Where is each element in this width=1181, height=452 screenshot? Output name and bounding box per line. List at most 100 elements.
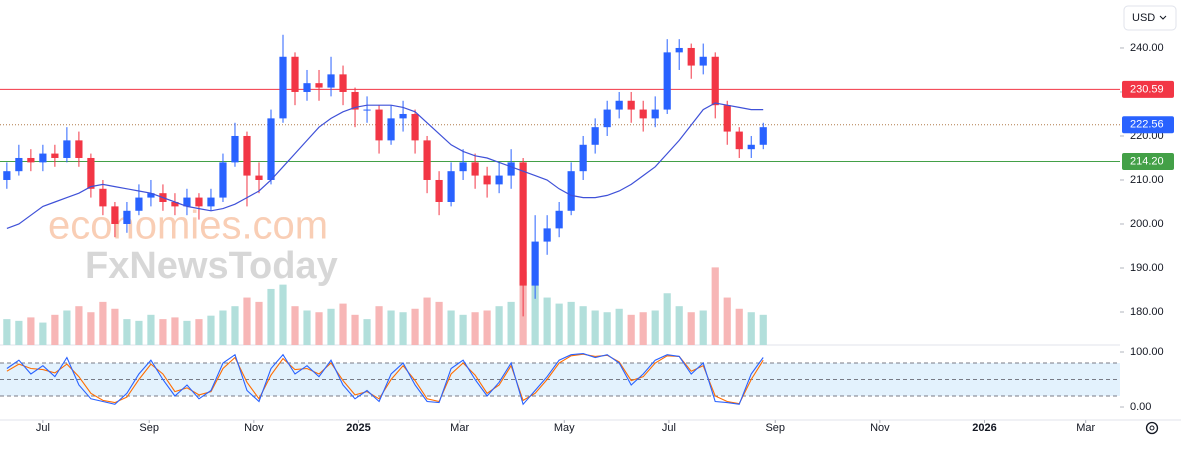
- volume-bar: [747, 312, 755, 345]
- y-tick-label: 100.00: [1130, 346, 1164, 358]
- candle-body: [687, 47, 695, 66]
- volume-bar: [435, 301, 443, 345]
- candle-body: [663, 52, 671, 110]
- volume-bar: [699, 310, 707, 345]
- x-tick-label: 2025: [346, 422, 370, 434]
- settings-icon[interactable]: [1145, 421, 1159, 435]
- candle-body: [279, 56, 287, 119]
- volume-bar: [3, 319, 11, 345]
- volume-bar: [375, 306, 383, 345]
- y-tick-label: 200.00: [1130, 218, 1164, 230]
- x-tick-label: Mar: [450, 422, 469, 434]
- candle-body: [135, 197, 143, 211]
- candle-body: [231, 135, 239, 163]
- x-tick-label: Jul: [36, 422, 50, 434]
- volume-bar: [627, 314, 635, 345]
- currency-button-box[interactable]: [1123, 5, 1177, 31]
- candle-body: [411, 113, 419, 141]
- watermark-text: economies.com: [48, 204, 328, 248]
- volume-bar: [327, 308, 335, 345]
- volume-bar: [567, 301, 575, 345]
- volume-bar: [387, 310, 395, 345]
- volume-bar: [579, 306, 587, 345]
- volume-bar: [411, 308, 419, 345]
- candle-body: [747, 144, 755, 150]
- candle-body: [339, 74, 347, 92]
- candle-body: [543, 228, 551, 242]
- candle-body: [591, 127, 599, 145]
- volume-bar: [711, 267, 719, 345]
- moving-average: [6, 102, 764, 229]
- candle-body: [315, 83, 323, 88]
- volume-bar: [195, 319, 203, 345]
- volume-bar: [111, 308, 119, 345]
- volume-bar: [555, 303, 563, 345]
- volume-bar: [99, 301, 107, 345]
- volume-bar: [303, 310, 311, 345]
- candle-body: [735, 131, 743, 150]
- volume-bar: [735, 308, 743, 345]
- candle-body: [219, 162, 227, 198]
- candle-body: [303, 83, 311, 92]
- candle-body: [363, 109, 371, 111]
- candle-body: [87, 157, 95, 189]
- volume-bar: [483, 310, 491, 345]
- volume-bar: [471, 312, 479, 345]
- candle-body: [579, 144, 587, 172]
- candle-body: [387, 118, 395, 141]
- candle-body: [255, 175, 263, 180]
- candle-body: [267, 118, 275, 180]
- stoch-k: [6, 353, 764, 406]
- candle-body: [507, 162, 515, 176]
- volume-bar: [27, 317, 35, 345]
- candle-body: [699, 56, 707, 66]
- candle-body: [375, 109, 383, 141]
- volume-bar: [39, 322, 47, 345]
- volume-bar: [159, 319, 167, 345]
- currency-label[interactable]: USD: [1132, 12, 1155, 24]
- candle-body: [123, 210, 131, 224]
- candle-body: [639, 109, 647, 119]
- volume-bar: [363, 319, 371, 345]
- candle-body: [183, 197, 191, 207]
- y-tick-label: 0.00: [1130, 401, 1151, 413]
- volume-bar: [447, 310, 455, 345]
- candle-body: [399, 113, 407, 119]
- price-tag: [1122, 152, 1174, 170]
- candle-body: [51, 153, 59, 158]
- volume-bar: [591, 310, 599, 345]
- x-tick-label: Nov: [870, 422, 890, 434]
- candle-body: [435, 179, 443, 202]
- candle-body: [327, 74, 335, 88]
- volume-bar: [135, 320, 143, 345]
- volume-bar: [291, 306, 299, 345]
- volume-bar: [63, 310, 71, 345]
- candle-body: [171, 201, 179, 207]
- volume-bar: [15, 320, 23, 345]
- volume-bar: [723, 297, 731, 345]
- gear[interactable]: [1145, 421, 1159, 435]
- candle-body: [291, 56, 299, 92]
- volume-bar: [675, 306, 683, 345]
- candle-body: [195, 197, 203, 207]
- x-tick-label: 2026: [972, 422, 996, 434]
- currency-button[interactable]: USD: [1123, 5, 1177, 31]
- candle-body: [207, 197, 215, 207]
- y-tick-label: 190.00: [1130, 262, 1164, 274]
- x-tick-label: Nov: [244, 422, 264, 434]
- stoch-d: [6, 353, 764, 405]
- volume-bar: [399, 312, 407, 345]
- candle-body: [723, 105, 731, 132]
- candle-body: [651, 109, 659, 119]
- x-tick-label: Jul: [662, 422, 676, 434]
- volume-bar: [219, 310, 227, 345]
- volume-bar: [339, 303, 347, 345]
- candle-body: [39, 153, 47, 163]
- candle-body: [111, 206, 119, 224]
- x-tick-label: Mar: [1076, 422, 1095, 434]
- chevron: [1159, 15, 1167, 20]
- volume-bar: [87, 312, 95, 345]
- candle-body: [495, 175, 503, 185]
- volume-bar: [231, 306, 239, 345]
